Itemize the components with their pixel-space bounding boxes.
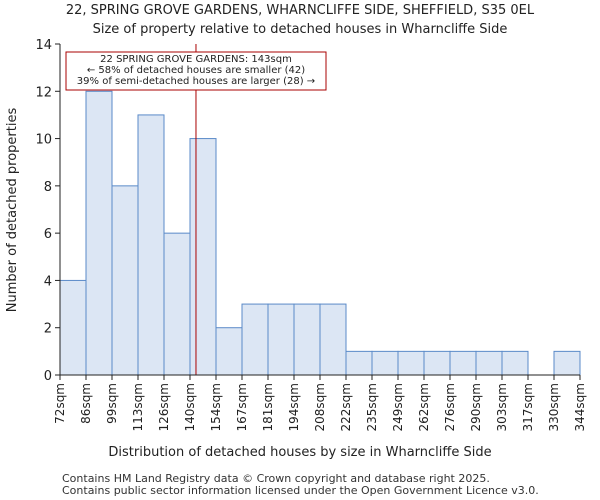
bar-181sqm: [267, 303, 295, 376]
bar-194sqm: [293, 303, 321, 376]
bar-208sqm: [319, 303, 347, 376]
bar-222sqm: [345, 350, 373, 376]
x-tick-label: 113sqm: [131, 383, 145, 431]
y-tick-label: 2: [44, 322, 52, 337]
y-tick-label: 12: [35, 85, 52, 100]
bar-113sqm: [137, 114, 165, 376]
bar-99sqm: [111, 185, 139, 376]
x-tick-label: 167sqm: [235, 383, 249, 431]
bar-262sqm: [423, 350, 451, 376]
bar-303sqm: [501, 350, 529, 376]
x-tick-label: 181sqm: [261, 383, 275, 431]
bar-126sqm: [163, 232, 191, 376]
annotation-line-2: ← 58% of detached houses are smaller (42…: [87, 65, 305, 76]
x-tick-label: 99sqm: [105, 383, 119, 424]
x-tick-label: 235sqm: [365, 383, 379, 431]
y-axis-label: Number of detached properties: [5, 108, 20, 313]
annotation-border: [65, 51, 327, 91]
x-tick-label: 290sqm: [469, 383, 483, 431]
bar-167sqm: [241, 303, 269, 376]
x-tick-label: 194sqm: [287, 383, 301, 431]
y-tick-label: 0: [44, 369, 52, 384]
bar-86sqm: [85, 90, 113, 376]
bar-154sqm: [215, 327, 243, 376]
x-tick-label: 154sqm: [209, 383, 223, 431]
y-tick-label: 6: [44, 227, 52, 242]
x-tick-label: 140sqm: [183, 383, 197, 431]
x-tick-label: 303sqm: [495, 383, 509, 431]
bar-140sqm: [189, 138, 217, 376]
bar-249sqm: [397, 350, 425, 376]
x-tick-label: 344sqm: [573, 383, 587, 431]
bar-290sqm: [475, 350, 503, 376]
bar-72sqm: [59, 279, 87, 376]
footer-line-1: Contains HM Land Registry data © Crown c…: [62, 472, 490, 485]
footer-line-2: Contains public sector information licen…: [62, 484, 539, 497]
chart-subtitle: Size of property relative to detached ho…: [93, 22, 508, 37]
x-tick-label: 330sqm: [547, 383, 561, 431]
annotation-line-3: 39% of semi-detached houses are larger (…: [77, 76, 315, 87]
x-axis-label: Distribution of detached houses by size …: [108, 445, 491, 460]
x-tick-label: 208sqm: [313, 383, 327, 431]
y-tick-label: 4: [44, 274, 52, 289]
annotation-box: 22 SPRING GROVE GARDENS: 143sqm ← 58% of…: [65, 51, 327, 91]
x-tick-label: 262sqm: [417, 383, 431, 431]
y-tick-label: 14: [35, 38, 52, 53]
ticks-layer: 0 2 4 6 8 10 12 14 72sqm 86sqm 99sqm 113sqm 126sqm 14…: [35, 38, 587, 431]
bar-235sqm: [371, 350, 399, 376]
x-tick-label: 222sqm: [339, 383, 353, 431]
chart-title: 22, SPRING GROVE GARDENS, WHARNCLIFFE SI…: [66, 3, 535, 18]
y-tick-label: 8: [44, 180, 52, 195]
bar-330sqm: [553, 350, 581, 376]
x-tick-label: 317sqm: [521, 383, 535, 431]
x-tick-label: 276sqm: [443, 383, 457, 431]
x-tick-label: 249sqm: [391, 383, 405, 431]
annotation-line-1: 22 SPRING GROVE GARDENS: 143sqm: [100, 54, 292, 65]
y-tick-label: 10: [35, 133, 52, 148]
bars-layer: [59, 90, 581, 376]
bar-276sqm: [449, 350, 477, 376]
x-tick-label: 126sqm: [157, 383, 171, 431]
x-tick-label: 72sqm: [53, 383, 67, 424]
x-tick-label: 86sqm: [79, 383, 93, 424]
